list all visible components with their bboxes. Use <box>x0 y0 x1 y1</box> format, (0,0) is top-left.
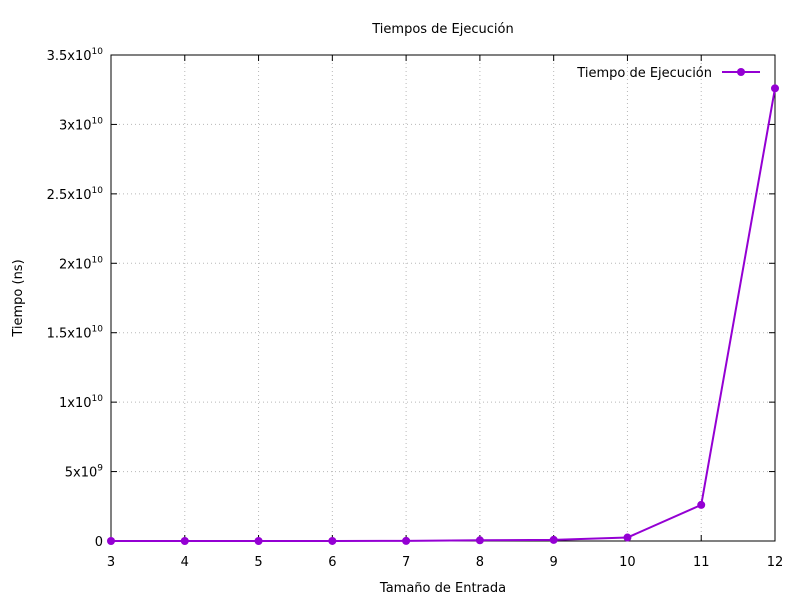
x-tick-label: 5 <box>254 555 262 570</box>
legend: Tiempo de Ejecución <box>576 66 760 81</box>
y-axis-title: Tiempo (ns) <box>11 259 26 337</box>
y-tick-label: 2x1010 <box>59 255 103 272</box>
y-tick-label: 5x109 <box>65 464 104 481</box>
x-tick-label: 4 <box>181 555 189 570</box>
data-point <box>771 84 779 93</box>
x-tick-label: 3 <box>107 555 115 570</box>
data-point <box>254 536 263 545</box>
x-tick-label: 10 <box>619 555 636 570</box>
data-point <box>328 536 337 545</box>
x-axis-tick-labels: 3 4 5 6 7 8 9 10 11 12 <box>107 555 783 570</box>
series-line <box>110 88 776 542</box>
data-point <box>623 533 632 542</box>
axis-ticks <box>110 54 776 542</box>
x-axis-title: Tamaño de Entrada <box>379 581 506 596</box>
x-tick-label: 11 <box>693 555 710 570</box>
legend-label: Tiempo de Ejecución <box>576 66 712 81</box>
data-point <box>549 535 558 544</box>
x-tick-label: 9 <box>550 555 558 570</box>
x-tick-label: 7 <box>402 555 410 570</box>
data-point <box>402 536 411 545</box>
y-tick-label: 3.5x1010 <box>47 47 104 64</box>
x-tick-label: 6 <box>328 555 336 570</box>
y-tick-label: 1x1010 <box>59 394 103 411</box>
chart-title: Tiempos de Ejecución <box>371 22 513 37</box>
legend-marker-swatch <box>737 68 745 76</box>
y-tick-label: 1.5x1010 <box>47 325 104 342</box>
y-tick-label: 0 <box>95 535 103 550</box>
series-tiempo-de-ejecucion <box>107 84 779 545</box>
data-point <box>475 536 484 545</box>
y-tick-label: 2.5x1010 <box>47 186 104 203</box>
y-tick-label: 3x1010 <box>59 116 103 133</box>
x-tick-label: 12 <box>767 555 784 570</box>
data-point <box>180 536 189 545</box>
data-point <box>697 500 706 509</box>
grid <box>111 55 775 541</box>
plot-area-frame <box>110 54 776 542</box>
data-point <box>107 536 115 545</box>
x-tick-label: 8 <box>476 555 484 570</box>
y-axis-tick-labels: 0 5x109 1x1010 1.5x1010 2x1010 2.5x1010 3x1010… <box>47 47 104 550</box>
